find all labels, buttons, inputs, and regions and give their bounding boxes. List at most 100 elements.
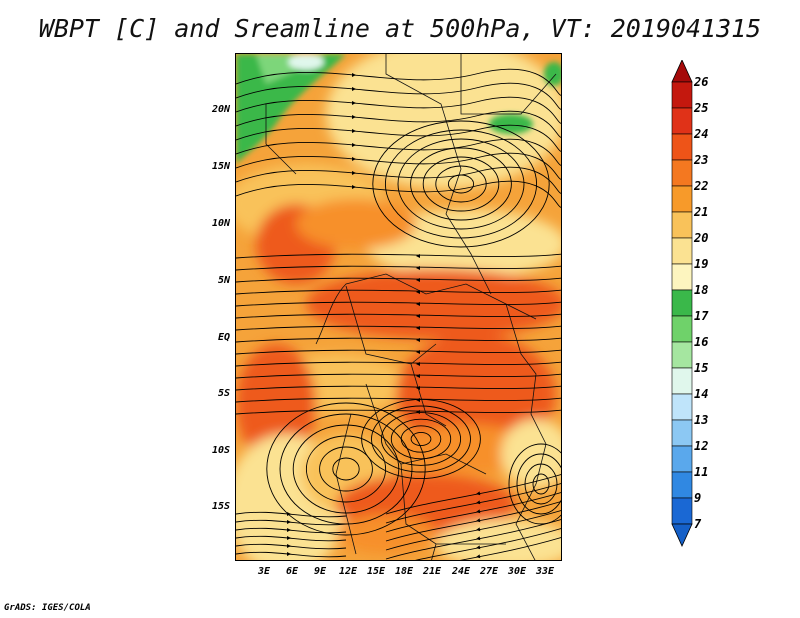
streamline <box>236 82 561 110</box>
lon-tick-label: 3E <box>257 566 271 577</box>
colorbar-segment <box>671 393 693 421</box>
lat-tick-label: 15N <box>211 161 230 172</box>
colorbar-segment <box>671 419 693 447</box>
streamline <box>385 474 561 515</box>
colorbar-segment <box>671 159 693 187</box>
streamline-arrow <box>476 536 481 541</box>
streamline <box>236 551 347 558</box>
colorbar-level-label: 13 <box>694 413 709 427</box>
streamline-arrow <box>416 254 420 258</box>
lat-tick-label: 5N <box>217 275 230 286</box>
streamline <box>236 301 561 307</box>
cool-region-shade <box>489 114 533 134</box>
country-border <box>315 273 537 345</box>
streamline-arrow <box>287 544 291 548</box>
streamline <box>236 385 561 391</box>
streamline-arrow <box>476 518 481 523</box>
streamline-arrow <box>352 157 356 161</box>
lon-tick-label: 24E <box>451 566 471 577</box>
streamline <box>236 68 561 96</box>
streamline-arrow <box>476 545 481 550</box>
streamline-arrow <box>287 536 291 540</box>
streamline-arrow <box>352 101 356 105</box>
streamline-arrow <box>416 362 420 366</box>
lat-tick-label: 20N <box>211 104 230 115</box>
colorbar-segment <box>671 315 693 343</box>
streamline <box>236 138 561 166</box>
colorbar-level-label: 17 <box>694 309 709 323</box>
colorbar-level-label: 20 <box>694 231 709 245</box>
footer-credit: GrADS: IGES/COLA <box>4 603 91 613</box>
streamline-arrow <box>352 73 356 77</box>
colorbar <box>671 60 693 547</box>
streamline-arrow <box>352 129 356 133</box>
field-shade <box>396 334 556 454</box>
country-border <box>335 413 357 555</box>
streamline-arrow <box>287 552 291 556</box>
streamline <box>236 325 561 331</box>
colorbar-segment <box>671 367 693 395</box>
colorbar-segment <box>671 185 693 213</box>
lon-tick-label: 27E <box>479 566 499 577</box>
streamline <box>236 265 561 271</box>
streamline <box>305 435 387 503</box>
streamline-arrow <box>416 266 420 270</box>
chart-title: WBPT [C] and Sreamline at 500hPa, VT: 20… <box>38 14 762 43</box>
colorbar-segment <box>671 289 693 317</box>
country-border <box>410 363 447 427</box>
colorbar-top-arrow <box>671 60 693 83</box>
colorbar-segment <box>671 341 693 369</box>
streamline-arrow <box>352 87 356 91</box>
streamline <box>415 528 561 560</box>
country-border <box>265 104 297 175</box>
streamline <box>422 156 500 212</box>
field-shade <box>396 424 536 474</box>
field-shade <box>236 344 316 464</box>
lon-tick-label: 33E <box>535 566 555 577</box>
colorbar-segment <box>671 133 693 161</box>
streamline <box>236 180 561 208</box>
streamline <box>236 349 561 355</box>
cool-region-shade <box>544 62 561 86</box>
cool-region-shade <box>236 54 346 164</box>
streamline-arrow <box>352 115 356 119</box>
colorbar-segment <box>671 445 693 473</box>
colorbar-level-label: 16 <box>694 335 709 349</box>
colorbar-level-label: 9 <box>694 491 702 505</box>
colorbar-bottom-arrow <box>671 523 693 547</box>
streamline <box>459 537 561 560</box>
streamline-arrow <box>416 290 420 294</box>
streamline <box>524 463 558 505</box>
streamline <box>319 446 373 492</box>
streamline <box>236 289 561 295</box>
streamline-arrow <box>416 302 420 306</box>
streamline <box>410 147 512 221</box>
lat-tick-label: 15S <box>211 501 230 512</box>
colorbar-level-label: 25 <box>694 101 709 115</box>
streamline <box>236 313 561 319</box>
streamline <box>266 402 426 536</box>
streamline <box>236 511 347 518</box>
streamline <box>236 152 561 180</box>
streamline <box>371 405 471 473</box>
streamline-arrow <box>352 171 356 175</box>
streamline-arrow <box>476 491 481 496</box>
streamline-arrow <box>416 338 420 342</box>
colorbar-segment <box>671 263 693 291</box>
colorbar-segment <box>671 81 693 109</box>
lat-tick-label: 10N <box>211 218 230 229</box>
colorbar-level-label: 26 <box>694 75 709 89</box>
streamline-arrow <box>352 185 356 189</box>
streamline-arrow <box>287 528 291 532</box>
streamline <box>236 110 561 138</box>
streamline <box>385 501 561 542</box>
streamline <box>236 337 561 343</box>
lon-tick-label: 30E <box>507 566 527 577</box>
colorbar-segment <box>671 107 693 135</box>
streamline <box>236 277 561 283</box>
streamline <box>236 124 561 152</box>
streamline-arrow <box>476 527 481 532</box>
streamline <box>384 129 538 239</box>
streamline-arrow <box>416 326 420 330</box>
colorbar-level-label: 23 <box>694 153 709 167</box>
